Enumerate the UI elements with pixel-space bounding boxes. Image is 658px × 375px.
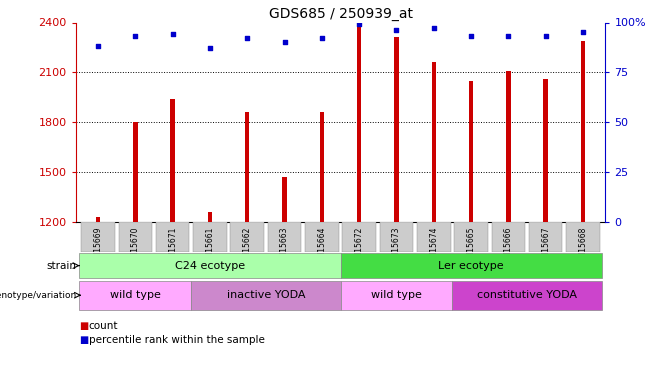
Bar	[492, 222, 525, 252]
Text: GSM15674: GSM15674	[429, 226, 438, 268]
Point	[242, 36, 253, 42]
Bar	[156, 222, 190, 252]
Title: GDS685 / 250939_at: GDS685 / 250939_at	[268, 8, 413, 21]
Bar	[581, 41, 585, 222]
Bar	[191, 281, 341, 310]
Text: inactive YODA: inactive YODA	[226, 290, 305, 300]
Bar	[208, 212, 212, 222]
Text: ■: ■	[79, 335, 88, 345]
Bar	[469, 81, 473, 222]
Text: GSM15663: GSM15663	[280, 226, 289, 268]
Bar	[245, 112, 249, 222]
Text: GSM15662: GSM15662	[243, 226, 252, 268]
Bar	[432, 62, 436, 222]
Text: count: count	[89, 321, 118, 331]
Point	[466, 33, 476, 39]
Bar	[566, 222, 599, 252]
Bar	[170, 99, 175, 222]
Bar	[380, 222, 413, 252]
Text: ■: ■	[79, 321, 88, 331]
Bar	[506, 71, 511, 222]
Text: GSM15673: GSM15673	[392, 226, 401, 268]
Bar	[357, 24, 361, 222]
Bar	[305, 222, 339, 252]
Text: constitutive YODA: constitutive YODA	[477, 290, 577, 300]
Text: genotype/variation: genotype/variation	[0, 291, 76, 300]
Bar	[118, 222, 152, 252]
Point	[130, 33, 141, 39]
Text: GSM15665: GSM15665	[467, 226, 476, 268]
Text: GSM15669: GSM15669	[93, 226, 103, 268]
Text: wild type: wild type	[110, 290, 161, 300]
Bar	[394, 38, 399, 222]
Text: GSM15672: GSM15672	[355, 226, 364, 268]
Bar	[342, 222, 376, 252]
Text: strain: strain	[47, 261, 76, 271]
Bar	[417, 222, 451, 252]
Text: GSM15667: GSM15667	[541, 226, 550, 268]
Bar	[320, 112, 324, 222]
Point	[578, 30, 588, 36]
Point	[205, 45, 215, 51]
Text: GSM15671: GSM15671	[168, 226, 177, 268]
Bar	[133, 122, 138, 222]
Text: percentile rank within the sample: percentile rank within the sample	[89, 335, 265, 345]
Bar	[341, 254, 601, 278]
Bar	[341, 281, 453, 310]
Bar	[193, 222, 227, 252]
Bar	[282, 177, 287, 222]
Bar	[230, 222, 264, 252]
Bar	[96, 217, 100, 222]
Text: GSM15666: GSM15666	[504, 226, 513, 268]
Text: GSM15664: GSM15664	[317, 226, 326, 268]
Point	[392, 27, 402, 33]
Point	[354, 21, 365, 27]
Point	[540, 33, 551, 39]
Point	[93, 44, 103, 50]
Text: GSM15668: GSM15668	[578, 226, 588, 268]
Point	[503, 33, 514, 39]
Bar	[454, 222, 488, 252]
Bar	[453, 281, 601, 310]
Bar	[529, 222, 563, 252]
Text: Ler ecotype: Ler ecotype	[438, 261, 504, 271]
Bar	[268, 222, 301, 252]
Point	[316, 36, 327, 42]
Bar	[544, 79, 548, 222]
Point	[167, 32, 178, 38]
Point	[428, 26, 439, 32]
Point	[279, 39, 290, 45]
Text: wild type: wild type	[371, 290, 422, 300]
Text: GSM15670: GSM15670	[131, 226, 140, 268]
Text: GSM15661: GSM15661	[205, 226, 215, 268]
Bar	[80, 254, 341, 278]
Bar	[82, 222, 115, 252]
Text: C24 ecotype: C24 ecotype	[175, 261, 245, 271]
Bar	[80, 281, 191, 310]
